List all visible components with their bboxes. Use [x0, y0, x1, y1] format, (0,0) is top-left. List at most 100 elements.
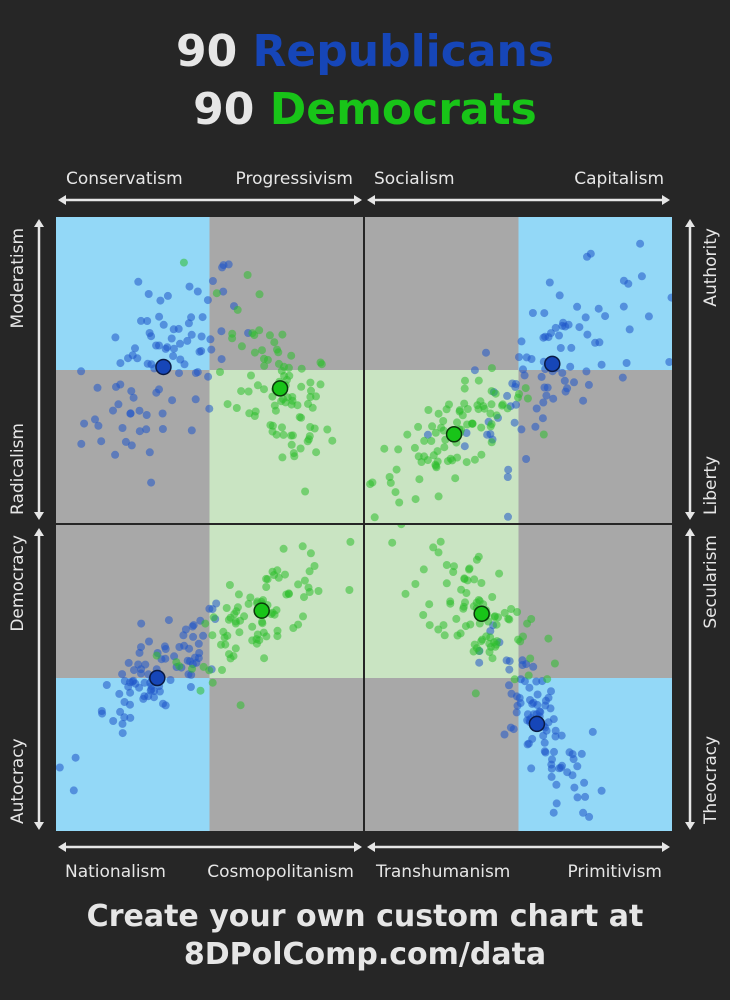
republican-point: [618, 373, 627, 382]
democrat-point: [480, 404, 489, 413]
republican-point: [537, 372, 546, 381]
bottom-right-x-arrow-head-left: [367, 842, 375, 852]
republican-point: [500, 730, 509, 739]
republican-point: [197, 332, 206, 341]
republican-point: [109, 406, 117, 415]
democrat-point: [410, 443, 419, 452]
democrat-point: [445, 400, 453, 409]
democrat-point: [449, 568, 458, 576]
republican-point: [540, 738, 549, 747]
republican-point: [124, 658, 133, 667]
republican-point: [573, 302, 582, 311]
republican-point: [91, 415, 99, 424]
republican-point: [80, 419, 89, 428]
democrat-point: [423, 456, 432, 465]
republican-point: [160, 642, 169, 651]
republican-point: [581, 313, 590, 322]
republican-point: [569, 755, 578, 764]
republican-point: [109, 717, 118, 725]
republican-point: [522, 455, 531, 463]
republican-point: [158, 409, 167, 418]
footer-url[interactable]: 8DPolComp.com/data: [183, 937, 547, 972]
democrat-point: [250, 348, 259, 357]
democrat-point: [470, 640, 479, 649]
democrat-point: [268, 392, 277, 401]
republican-point: [524, 739, 533, 748]
democrat-point: [300, 593, 308, 602]
republican-point: [186, 657, 194, 666]
republican-point: [516, 699, 525, 708]
republican-point: [540, 309, 549, 318]
republican-point: [527, 764, 536, 773]
republican-point: [525, 683, 534, 692]
republican-point: [622, 359, 631, 367]
republican-point: [187, 670, 196, 679]
democrats-label: Democrats: [269, 84, 537, 135]
democrat-point: [414, 452, 423, 461]
democrat-point: [287, 440, 296, 449]
zone-bottom-right: [209, 678, 363, 831]
democrat-point: [248, 622, 257, 631]
republican-point: [137, 643, 145, 652]
democrat-point: [306, 423, 315, 431]
democrat-point: [394, 445, 403, 454]
republican-point: [555, 764, 564, 773]
democrat-point: [386, 478, 395, 487]
democrat-point: [244, 599, 253, 608]
democrat-mean-marker: [445, 426, 463, 443]
democrat-point: [253, 381, 262, 390]
republican-point: [637, 272, 646, 281]
democrat-point: [258, 617, 266, 626]
democrat-point: [474, 552, 483, 561]
democrat-point: [297, 364, 306, 373]
democrat-point: [446, 599, 455, 608]
republican-point: [143, 359, 152, 368]
republican-point: [183, 336, 192, 345]
republican-point: [529, 698, 538, 707]
republican-point: [164, 616, 173, 625]
republican-point: [143, 317, 152, 325]
democrat-mean-marker: [271, 380, 289, 397]
democrat-point: [482, 632, 491, 641]
democrat-point: [209, 613, 218, 622]
republican-point: [557, 731, 566, 740]
republican-point: [186, 683, 195, 691]
democrat-point: [229, 652, 238, 661]
republican-point: [636, 239, 645, 248]
democrat-point: [237, 342, 246, 351]
democrat-point: [380, 444, 389, 453]
democrat-point: [236, 701, 245, 710]
republican-point: [532, 677, 541, 686]
democrat-point: [424, 406, 433, 414]
democrat-point: [437, 423, 446, 432]
democrat-point: [265, 331, 274, 340]
republican-point: [126, 688, 135, 697]
republican-point: [170, 344, 178, 353]
democrat-point: [425, 600, 434, 609]
republican-point: [503, 391, 512, 400]
democrat-point: [460, 384, 469, 393]
republican-point: [93, 383, 102, 392]
republican-point: [197, 347, 206, 355]
democrat-point: [544, 634, 553, 643]
democrat-point: [434, 548, 443, 557]
democrat-point: [495, 569, 504, 578]
republican-point: [573, 793, 582, 802]
republican-point: [591, 338, 600, 347]
republican-point: [156, 296, 165, 305]
democrat-point: [314, 587, 323, 595]
democrat-point: [515, 390, 523, 398]
republican-point: [515, 353, 523, 362]
democrat-point: [212, 289, 221, 298]
label-radicalism: Radicalism: [8, 423, 28, 515]
democrat-point: [370, 513, 379, 522]
republican-point: [503, 473, 512, 481]
democrat-point: [272, 430, 281, 439]
label-democracy: Democracy: [8, 535, 28, 632]
republican-point: [586, 249, 595, 258]
democrat-point: [179, 258, 188, 267]
top-left-y-arrow-head-top: [34, 219, 44, 227]
democrat-point: [240, 612, 249, 621]
democrat-point: [451, 474, 460, 483]
